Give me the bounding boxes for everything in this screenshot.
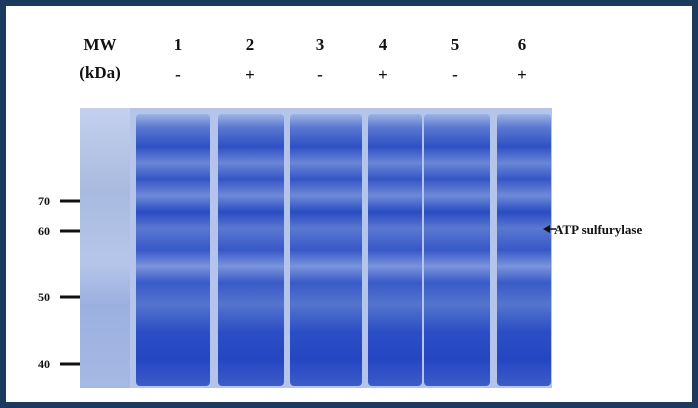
lane xyxy=(497,114,551,386)
lane xyxy=(136,114,210,386)
lane-number: 5 xyxy=(451,35,460,54)
lane-number: 4 xyxy=(379,35,388,54)
lane-number: 3 xyxy=(316,35,325,54)
marker-lane xyxy=(80,108,130,388)
lane-sign: + xyxy=(245,65,255,84)
lane-number: 6 xyxy=(518,35,527,54)
annotation: ATP sulfurylase xyxy=(554,222,642,237)
lane xyxy=(368,114,422,386)
lane-sign: - xyxy=(452,65,458,84)
mw-label: MW xyxy=(83,35,116,54)
marker-label: 50 xyxy=(38,290,50,304)
lane-number: 1 xyxy=(174,35,183,54)
lane-sign: - xyxy=(317,65,323,84)
lane xyxy=(424,114,490,386)
lane-sign: + xyxy=(517,65,527,84)
marker-label: 40 xyxy=(38,357,50,371)
unit-label: (kDa) xyxy=(79,63,121,82)
marker-label: 60 xyxy=(38,224,50,238)
lane xyxy=(290,114,362,386)
lane-sign: - xyxy=(175,65,181,84)
lane-number: 2 xyxy=(246,35,255,54)
lane-sign: + xyxy=(378,65,388,84)
lane xyxy=(218,114,284,386)
gel-figure: MW (kDa) 70 60 50 40 ATP sulfurylase 1 - 2 +3 -… xyxy=(0,0,698,408)
marker-label: 70 xyxy=(38,194,50,208)
